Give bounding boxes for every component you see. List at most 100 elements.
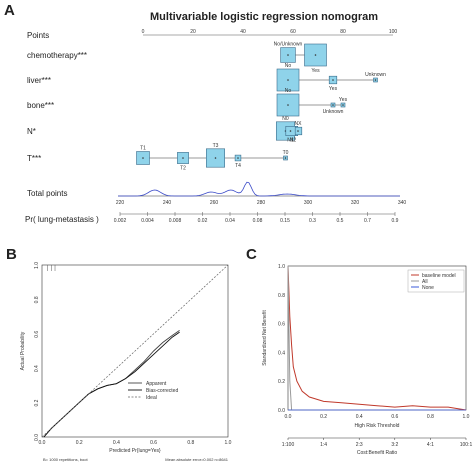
panel-label-c: C [246, 246, 257, 263]
level-point [289, 130, 292, 132]
legend-label: baseline model [422, 273, 456, 279]
level-label: T4 [235, 163, 241, 169]
footnote-right: Mean absolute error=0.002 n=8641 [165, 457, 228, 462]
level-label: T3 [213, 143, 219, 149]
y-tick-label: 0.0 [278, 408, 285, 414]
x-tick-label: 0.4 [113, 440, 120, 446]
level-point [332, 104, 334, 106]
level-label: Unknown [365, 72, 386, 78]
x-tick-label: 0.2 [320, 414, 327, 420]
panel-label-b: B [6, 246, 17, 263]
x-tick-label: 1.0 [225, 440, 232, 446]
y-tick-label: 0.4 [34, 365, 40, 372]
x-tick-label: 0.6 [391, 414, 398, 420]
level-point [284, 157, 287, 159]
legend-box [407, 269, 465, 293]
level-point [374, 79, 377, 81]
points-axis-label: Points [27, 31, 49, 40]
y-tick-label: 1.0 [34, 262, 40, 269]
level-label: T1 [140, 146, 146, 152]
level-point [287, 54, 289, 56]
x-tick-label: 0.8 [187, 440, 194, 446]
total-points-tick-label: 340 [398, 200, 407, 206]
level-label: No [285, 88, 292, 94]
variable-label: liver*** [27, 76, 51, 85]
level-point [314, 54, 317, 56]
nomogram-title: Multivariable logistic regression nomogr… [150, 11, 378, 23]
legend-label: None [422, 285, 434, 291]
y-axis-label: Actual Probability [20, 331, 26, 370]
legend-label: Ideal [146, 395, 157, 401]
x-tick-label: 0.4 [356, 414, 363, 420]
x-tick-label: 0.6 [150, 440, 157, 446]
risk-tick-label: 0.004 [141, 218, 154, 224]
risk-tick-label: 0.3 [309, 218, 316, 224]
y-tick-label: 0.6 [278, 322, 285, 328]
level-label: N1 [287, 138, 294, 144]
level-point [214, 157, 217, 159]
points-tick-label: 100 [389, 29, 398, 35]
total-points-tick-label: 240 [163, 200, 172, 206]
series-line-all [287, 265, 293, 411]
level-label: N0 [282, 116, 289, 122]
risk-tick-label: 0.08 [253, 218, 263, 224]
level-point [287, 79, 289, 81]
secondary-tick-label: 2:3 [356, 442, 363, 448]
level-point [287, 104, 289, 106]
calibration-plot-frame [41, 264, 229, 438]
y-tick-label: 0.2 [34, 399, 40, 406]
x-tick-label: 1.0 [463, 414, 470, 420]
level-label: Yes [339, 97, 348, 103]
level-label: T0 [283, 150, 289, 156]
risk-tick-label: 0.7 [364, 218, 371, 224]
level-label: Unknown [323, 109, 344, 115]
points-tick-label: 0 [142, 29, 145, 35]
y-tick-label: 0.6 [34, 331, 40, 338]
total-points-tick-label: 320 [351, 200, 360, 206]
x-axis-label: Predicted Pr{lung=Yes} [109, 448, 161, 454]
level-point [297, 130, 299, 132]
total-points-tick-label: 220 [116, 200, 125, 206]
total-points-label: Total points [27, 189, 67, 198]
level-label: NX [295, 121, 303, 127]
level-label: Yes [311, 68, 320, 74]
nomogram-chart: Points 0 20 40 60 80 100 chemotherapy*** No/Unkn… [25, 29, 407, 224]
variable-label: chemotherapy*** [27, 51, 87, 60]
risk-tick-label: 0.15 [280, 218, 290, 224]
level-point [142, 157, 144, 159]
y-tick-label: 0.8 [278, 293, 285, 299]
risk-tick-label: 0.002 [114, 218, 127, 224]
x-axis-label: High Risk Threshold [355, 423, 400, 429]
variable-label: T*** [27, 154, 41, 163]
total-points-density-curve [118, 181, 400, 197]
points-tick-label: 60 [290, 29, 296, 35]
risk-axis-label: Pr( lung-metastasis ) [25, 215, 99, 224]
series-line-ideal [41, 264, 229, 438]
total-points-tick-label: 260 [210, 200, 219, 206]
points-tick-label: 40 [240, 29, 246, 35]
secondary-tick-label: 3:2 [391, 442, 398, 448]
series-line-baseline-model [287, 265, 467, 411]
level-point [182, 157, 184, 159]
risk-tick-label: 0.04 [225, 218, 235, 224]
secondary-tick-label: 4:1 [427, 442, 434, 448]
variable-label: N* [27, 127, 36, 136]
y-tick-label: 0.2 [278, 379, 285, 385]
y-tick-label: 1.0 [278, 264, 285, 270]
risk-tick-label: 0.9 [392, 218, 399, 224]
level-label: N2 [290, 138, 297, 144]
level-label: Yes [329, 86, 338, 92]
x-tick-label: 0.0 [39, 440, 46, 446]
x-tick-label: 0.0 [285, 414, 292, 420]
y-axis-label: Standardized Net Benefit [262, 310, 268, 366]
secondary-tick-label: 1:100 [282, 442, 295, 448]
secondary-axis-label: Cost:Benefit Ratio [357, 450, 398, 456]
points-tick-label: 20 [190, 29, 196, 35]
secondary-tick-label: 100:1 [460, 442, 473, 448]
risk-tick-label: 0.5 [337, 218, 344, 224]
risk-tick-label: 0.02 [198, 218, 208, 224]
level-point [342, 104, 344, 106]
variable-label: bone*** [27, 101, 54, 110]
